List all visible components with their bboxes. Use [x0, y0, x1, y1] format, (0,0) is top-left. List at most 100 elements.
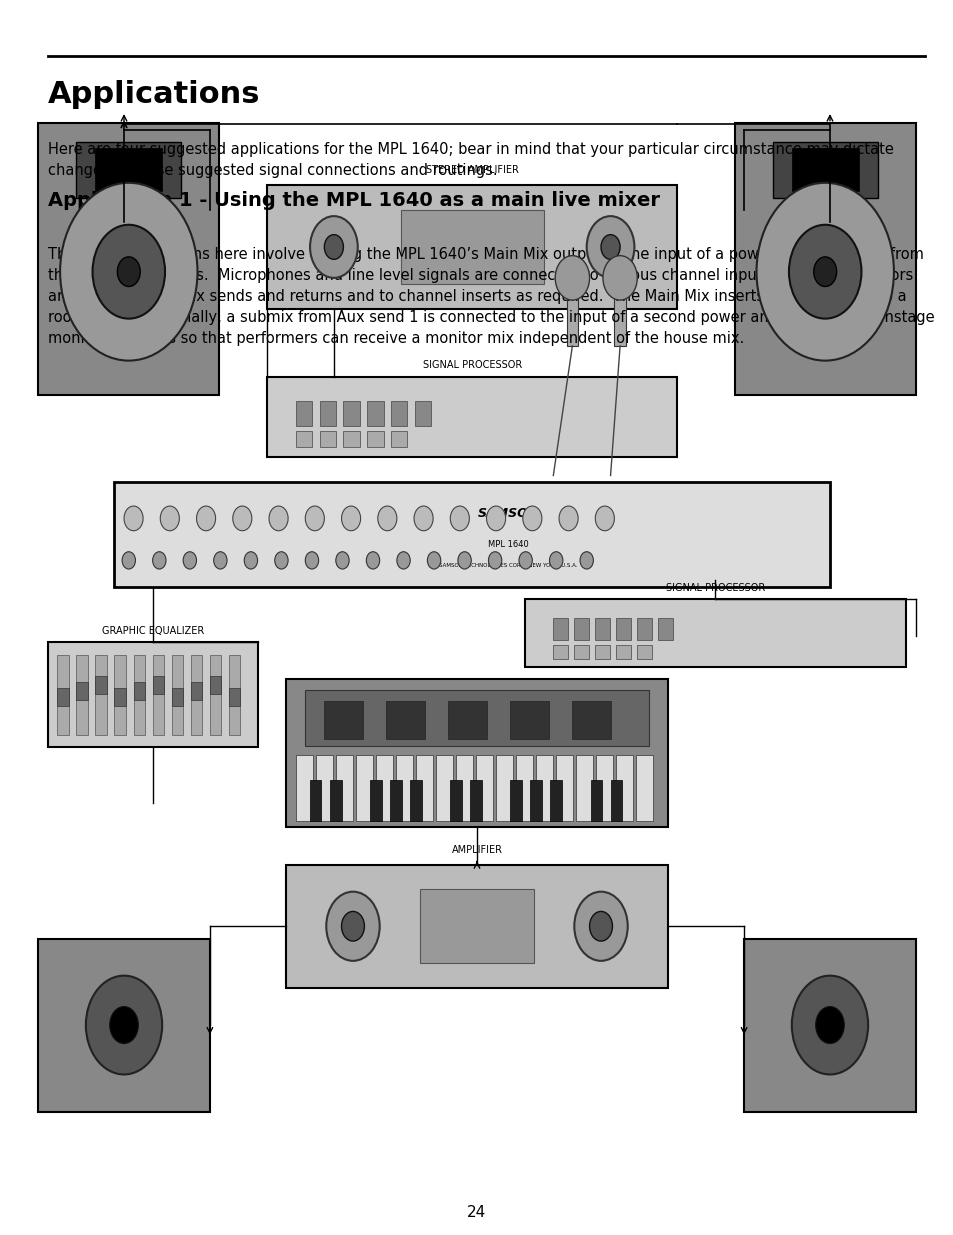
- Bar: [415, 401, 431, 426]
- Bar: [510, 701, 548, 739]
- Circle shape: [815, 1007, 843, 1044]
- Bar: [524, 599, 905, 667]
- Bar: [57, 688, 69, 706]
- Bar: [734, 124, 915, 395]
- Bar: [391, 401, 407, 426]
- Bar: [310, 779, 321, 821]
- Circle shape: [486, 506, 505, 531]
- Circle shape: [414, 506, 433, 531]
- Circle shape: [457, 552, 471, 569]
- Bar: [536, 755, 553, 821]
- Bar: [595, 645, 609, 659]
- Bar: [386, 701, 424, 739]
- Bar: [210, 676, 221, 694]
- Text: 24: 24: [467, 1205, 486, 1220]
- Bar: [267, 377, 677, 457]
- Bar: [152, 655, 164, 735]
- Bar: [76, 682, 88, 700]
- Circle shape: [117, 257, 140, 287]
- Circle shape: [269, 506, 288, 531]
- Text: GRAPHIC EQUALIZER: GRAPHIC EQUALIZER: [101, 626, 204, 636]
- Circle shape: [341, 506, 360, 531]
- Bar: [616, 618, 630, 640]
- Circle shape: [310, 216, 357, 278]
- Bar: [367, 401, 383, 426]
- Bar: [614, 278, 625, 346]
- Bar: [530, 779, 541, 821]
- Bar: [95, 676, 107, 694]
- Bar: [76, 655, 88, 735]
- Bar: [470, 779, 481, 821]
- Bar: [410, 779, 421, 821]
- Circle shape: [518, 552, 532, 569]
- Bar: [596, 755, 613, 821]
- Circle shape: [60, 183, 197, 361]
- Circle shape: [244, 552, 257, 569]
- Circle shape: [86, 976, 162, 1074]
- Circle shape: [324, 235, 343, 259]
- Circle shape: [595, 506, 614, 531]
- Bar: [553, 618, 567, 640]
- Text: SIGNAL PROCESSOR: SIGNAL PROCESSOR: [422, 361, 521, 370]
- Circle shape: [813, 257, 836, 287]
- Bar: [48, 642, 257, 747]
- Bar: [319, 401, 335, 426]
- Bar: [95, 148, 162, 191]
- Bar: [114, 688, 126, 706]
- Circle shape: [196, 506, 215, 531]
- Bar: [286, 864, 667, 988]
- Bar: [395, 755, 413, 821]
- Bar: [566, 278, 578, 346]
- Circle shape: [305, 506, 324, 531]
- Bar: [191, 682, 202, 700]
- Bar: [400, 210, 543, 284]
- Circle shape: [427, 552, 440, 569]
- Bar: [76, 142, 181, 198]
- Circle shape: [586, 216, 634, 278]
- Bar: [355, 755, 373, 821]
- Bar: [516, 755, 533, 821]
- Bar: [114, 482, 829, 587]
- Circle shape: [122, 552, 135, 569]
- Bar: [133, 682, 145, 700]
- Bar: [436, 755, 453, 821]
- Circle shape: [233, 506, 252, 531]
- Circle shape: [558, 506, 578, 531]
- Circle shape: [274, 552, 288, 569]
- Circle shape: [522, 506, 541, 531]
- Bar: [370, 779, 381, 821]
- Bar: [335, 755, 353, 821]
- Text: STEREO AMPLIFIER: STEREO AMPLIFIER: [425, 165, 518, 175]
- Bar: [576, 755, 593, 821]
- Text: Here are four suggested applications for the MPL 1640; bear in mind that your pa: Here are four suggested applications for…: [48, 142, 893, 178]
- Bar: [637, 645, 651, 659]
- Circle shape: [788, 225, 861, 319]
- Bar: [390, 779, 401, 821]
- Bar: [510, 779, 521, 821]
- Text: MPL 1640: MPL 1640: [487, 540, 528, 550]
- Circle shape: [756, 183, 893, 361]
- Text: Applications: Applications: [48, 80, 260, 109]
- Circle shape: [791, 976, 867, 1074]
- Circle shape: [600, 235, 619, 259]
- Bar: [191, 655, 202, 735]
- Text: SAMSON: SAMSON: [476, 506, 538, 520]
- Circle shape: [92, 225, 165, 319]
- Text: SAMSON TECHNOLOGIES CORP., NEW YORK, U.S.A.: SAMSON TECHNOLOGIES CORP., NEW YORK, U.S…: [438, 563, 577, 568]
- Bar: [95, 655, 107, 735]
- Bar: [330, 779, 341, 821]
- Circle shape: [326, 892, 379, 961]
- Bar: [590, 779, 601, 821]
- Circle shape: [152, 552, 166, 569]
- Bar: [229, 655, 240, 735]
- Text: AMPLIFIER: AMPLIFIER: [451, 845, 502, 855]
- Circle shape: [124, 506, 143, 531]
- Bar: [496, 755, 513, 821]
- Bar: [343, 431, 359, 447]
- Bar: [295, 401, 312, 426]
- Bar: [637, 618, 651, 640]
- Bar: [295, 755, 313, 821]
- Bar: [229, 688, 240, 706]
- Bar: [391, 431, 407, 447]
- Bar: [367, 431, 383, 447]
